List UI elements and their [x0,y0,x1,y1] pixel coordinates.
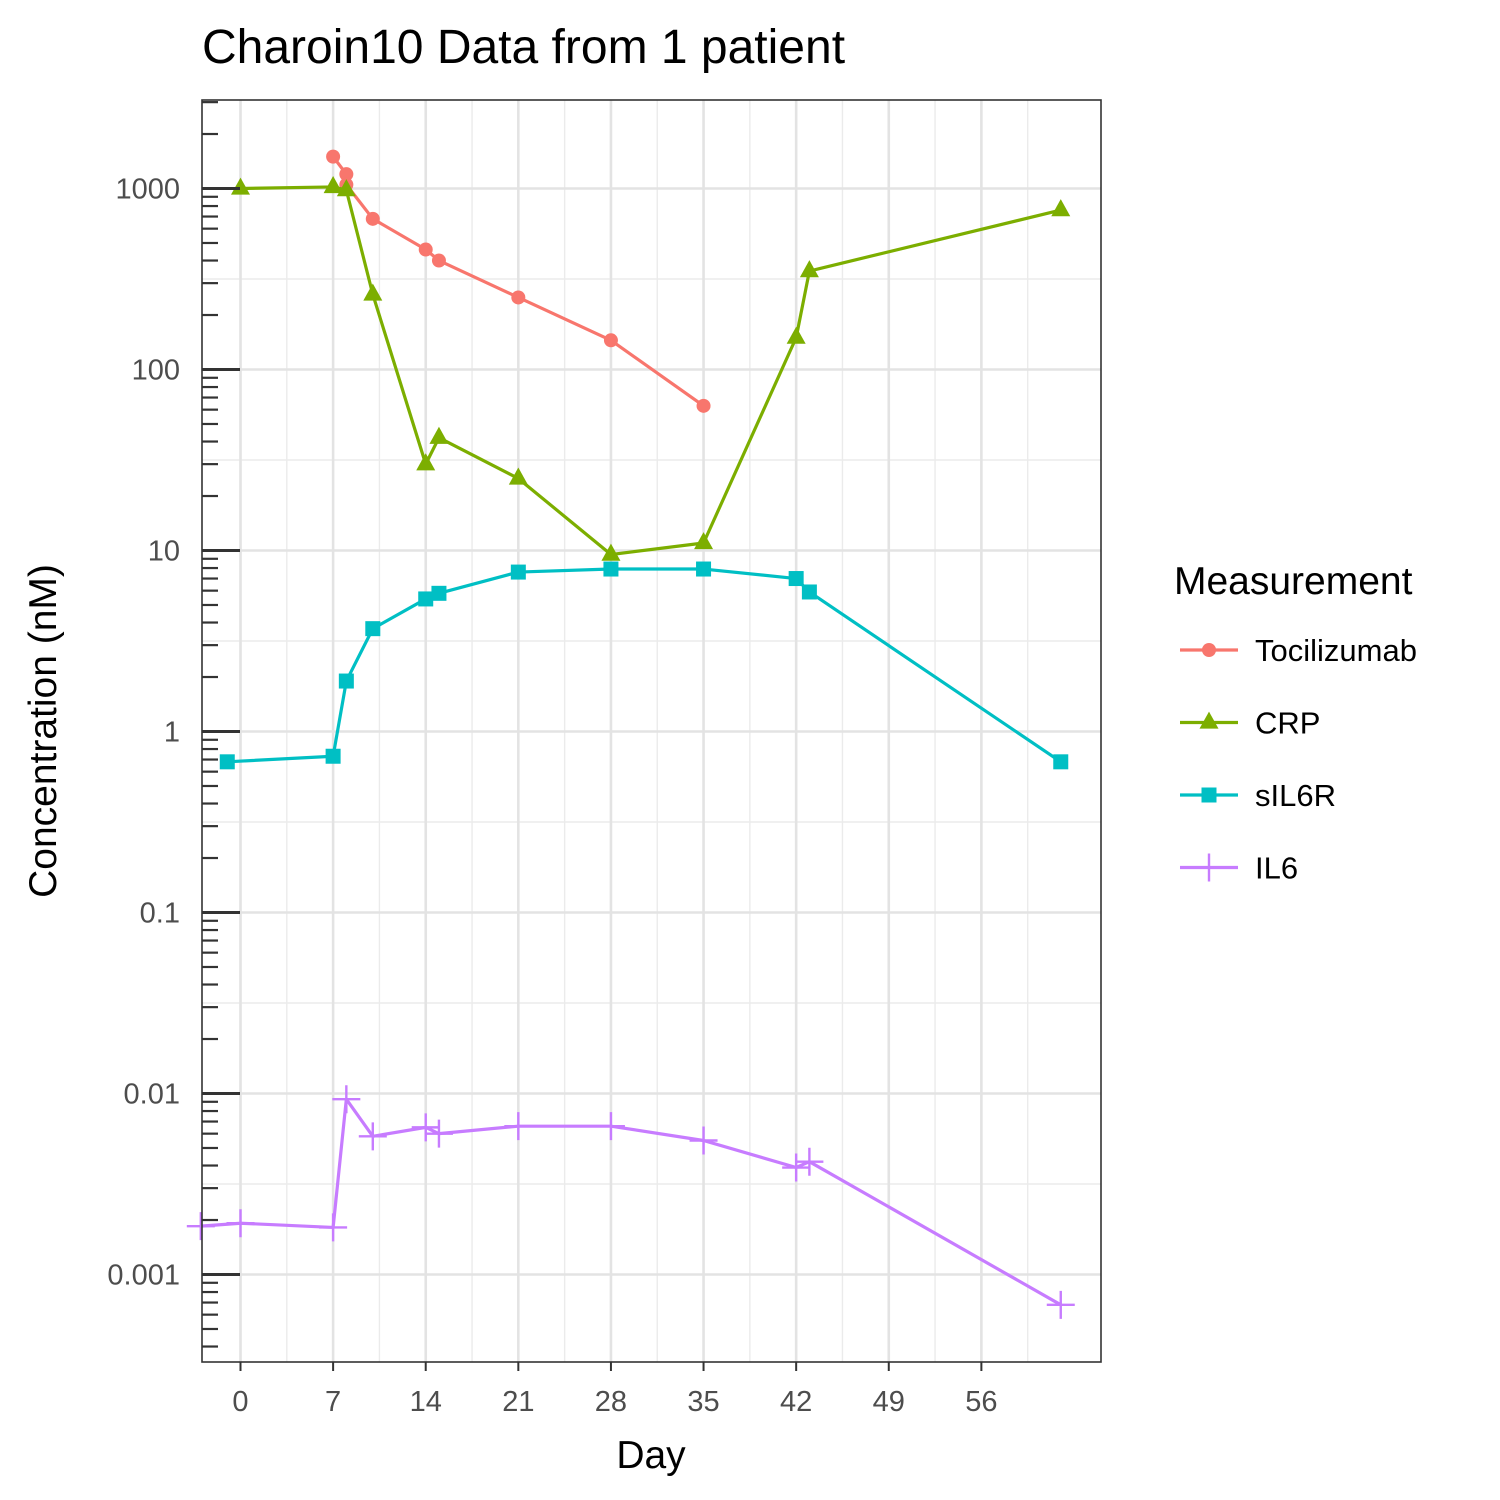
y-tick-label: 10 [148,536,180,568]
x-tick-label: 21 [502,1386,534,1418]
data-point-crp [363,283,383,301]
data-point-il6 [504,1112,533,1141]
data-point-tocilizumab [326,149,341,164]
y-tick-label: 0.1 [140,898,180,930]
data-point-crp [786,326,806,344]
legend-key-marker-il6 [1195,853,1223,882]
data-point-sil6r [325,748,341,764]
x-tick-label: 42 [780,1386,812,1418]
data-point-il6 [358,1122,387,1151]
x-axis-title: Day [616,1434,686,1477]
data-point-crp [429,426,449,444]
y-tick-label: 1 [164,717,180,749]
data-point-crp [336,179,356,197]
data-point-tocilizumab [696,398,711,413]
data-point-sil6r [431,585,447,601]
data-point-sil6r [510,564,526,580]
data-point-crp [231,177,250,195]
data-point-crp [1051,199,1071,217]
data-point-sil6r [603,561,619,577]
y-axis: 0.001 0.01 0.1 1 10 100 1000 [107,101,240,1348]
data-point-crp [799,260,819,278]
data-point-crp [694,532,714,550]
y-axis-title: Concentration (nM) [22,564,65,898]
y-tick-label: 0.001 [107,1260,180,1292]
data-point-il6 [689,1126,718,1155]
chart-title: Charoin10 Data from 1 patient [202,21,845,74]
data-point-il6 [332,1085,361,1114]
x-tick-label: 14 [410,1386,442,1418]
data-point-sil6r [365,621,381,637]
data-point-il6 [1046,1290,1075,1319]
data-point-crp [323,176,343,194]
data-point-sil6r [418,591,434,607]
data-point-crp [601,543,621,561]
legend-label-il6: IL6 [1255,851,1298,886]
data-point-il6 [795,1147,824,1176]
legend-key-marker-crp [1199,711,1219,729]
x-tick-label: 49 [873,1386,905,1418]
data-point-il6 [424,1119,453,1148]
data-point-sil6r [801,584,817,600]
data-point-il6 [782,1153,811,1182]
x-tick-label: 28 [595,1386,627,1418]
x-tick-label: 0 [232,1386,248,1418]
data-point-tocilizumab [365,211,380,226]
series-layer [186,149,1075,1319]
data-point-sil6r [696,561,712,577]
data-point-crp [508,467,528,485]
legend: Measurement Tocilizumab CRP sIL6R IL6 [1174,560,1417,886]
legend-label-sil6r: sIL6R [1255,778,1336,813]
y-tick-label: 1000 [115,174,180,206]
x-axis: 0 7 14 21 28 35 42 49 56 [232,1362,998,1418]
legend-label-tocilizumab: Tocilizumab [1255,633,1417,668]
grid-major [202,100,1101,1362]
data-point-il6 [186,1212,215,1241]
legend-label-crp: CRP [1255,706,1320,741]
data-point-tocilizumab [603,333,618,348]
data-point-tocilizumab [418,242,433,257]
data-point-crp [416,453,436,471]
data-point-il6 [226,1209,255,1238]
data-point-sil6r [338,673,354,689]
data-point-tocilizumab [511,290,526,305]
data-point-sil6r [219,754,235,770]
data-point-il6 [596,1112,625,1141]
x-tick-label: 56 [965,1386,997,1418]
x-tick-label: 35 [687,1386,719,1418]
x-tick-label: 7 [325,1386,341,1418]
y-tick-label: 100 [132,355,180,387]
legend-title: Measurement [1174,560,1413,603]
legend-key-marker-tocilizumab [1202,643,1216,657]
data-point-sil6r [1053,754,1069,770]
data-point-il6 [411,1113,440,1142]
data-point-tocilizumab [339,167,354,182]
data-point-tocilizumab [431,253,446,268]
y-tick-label: 0.01 [124,1079,180,1111]
data-point-sil6r [788,571,804,587]
data-point-il6 [319,1213,348,1242]
legend-key-marker-sil6r [1201,787,1217,803]
